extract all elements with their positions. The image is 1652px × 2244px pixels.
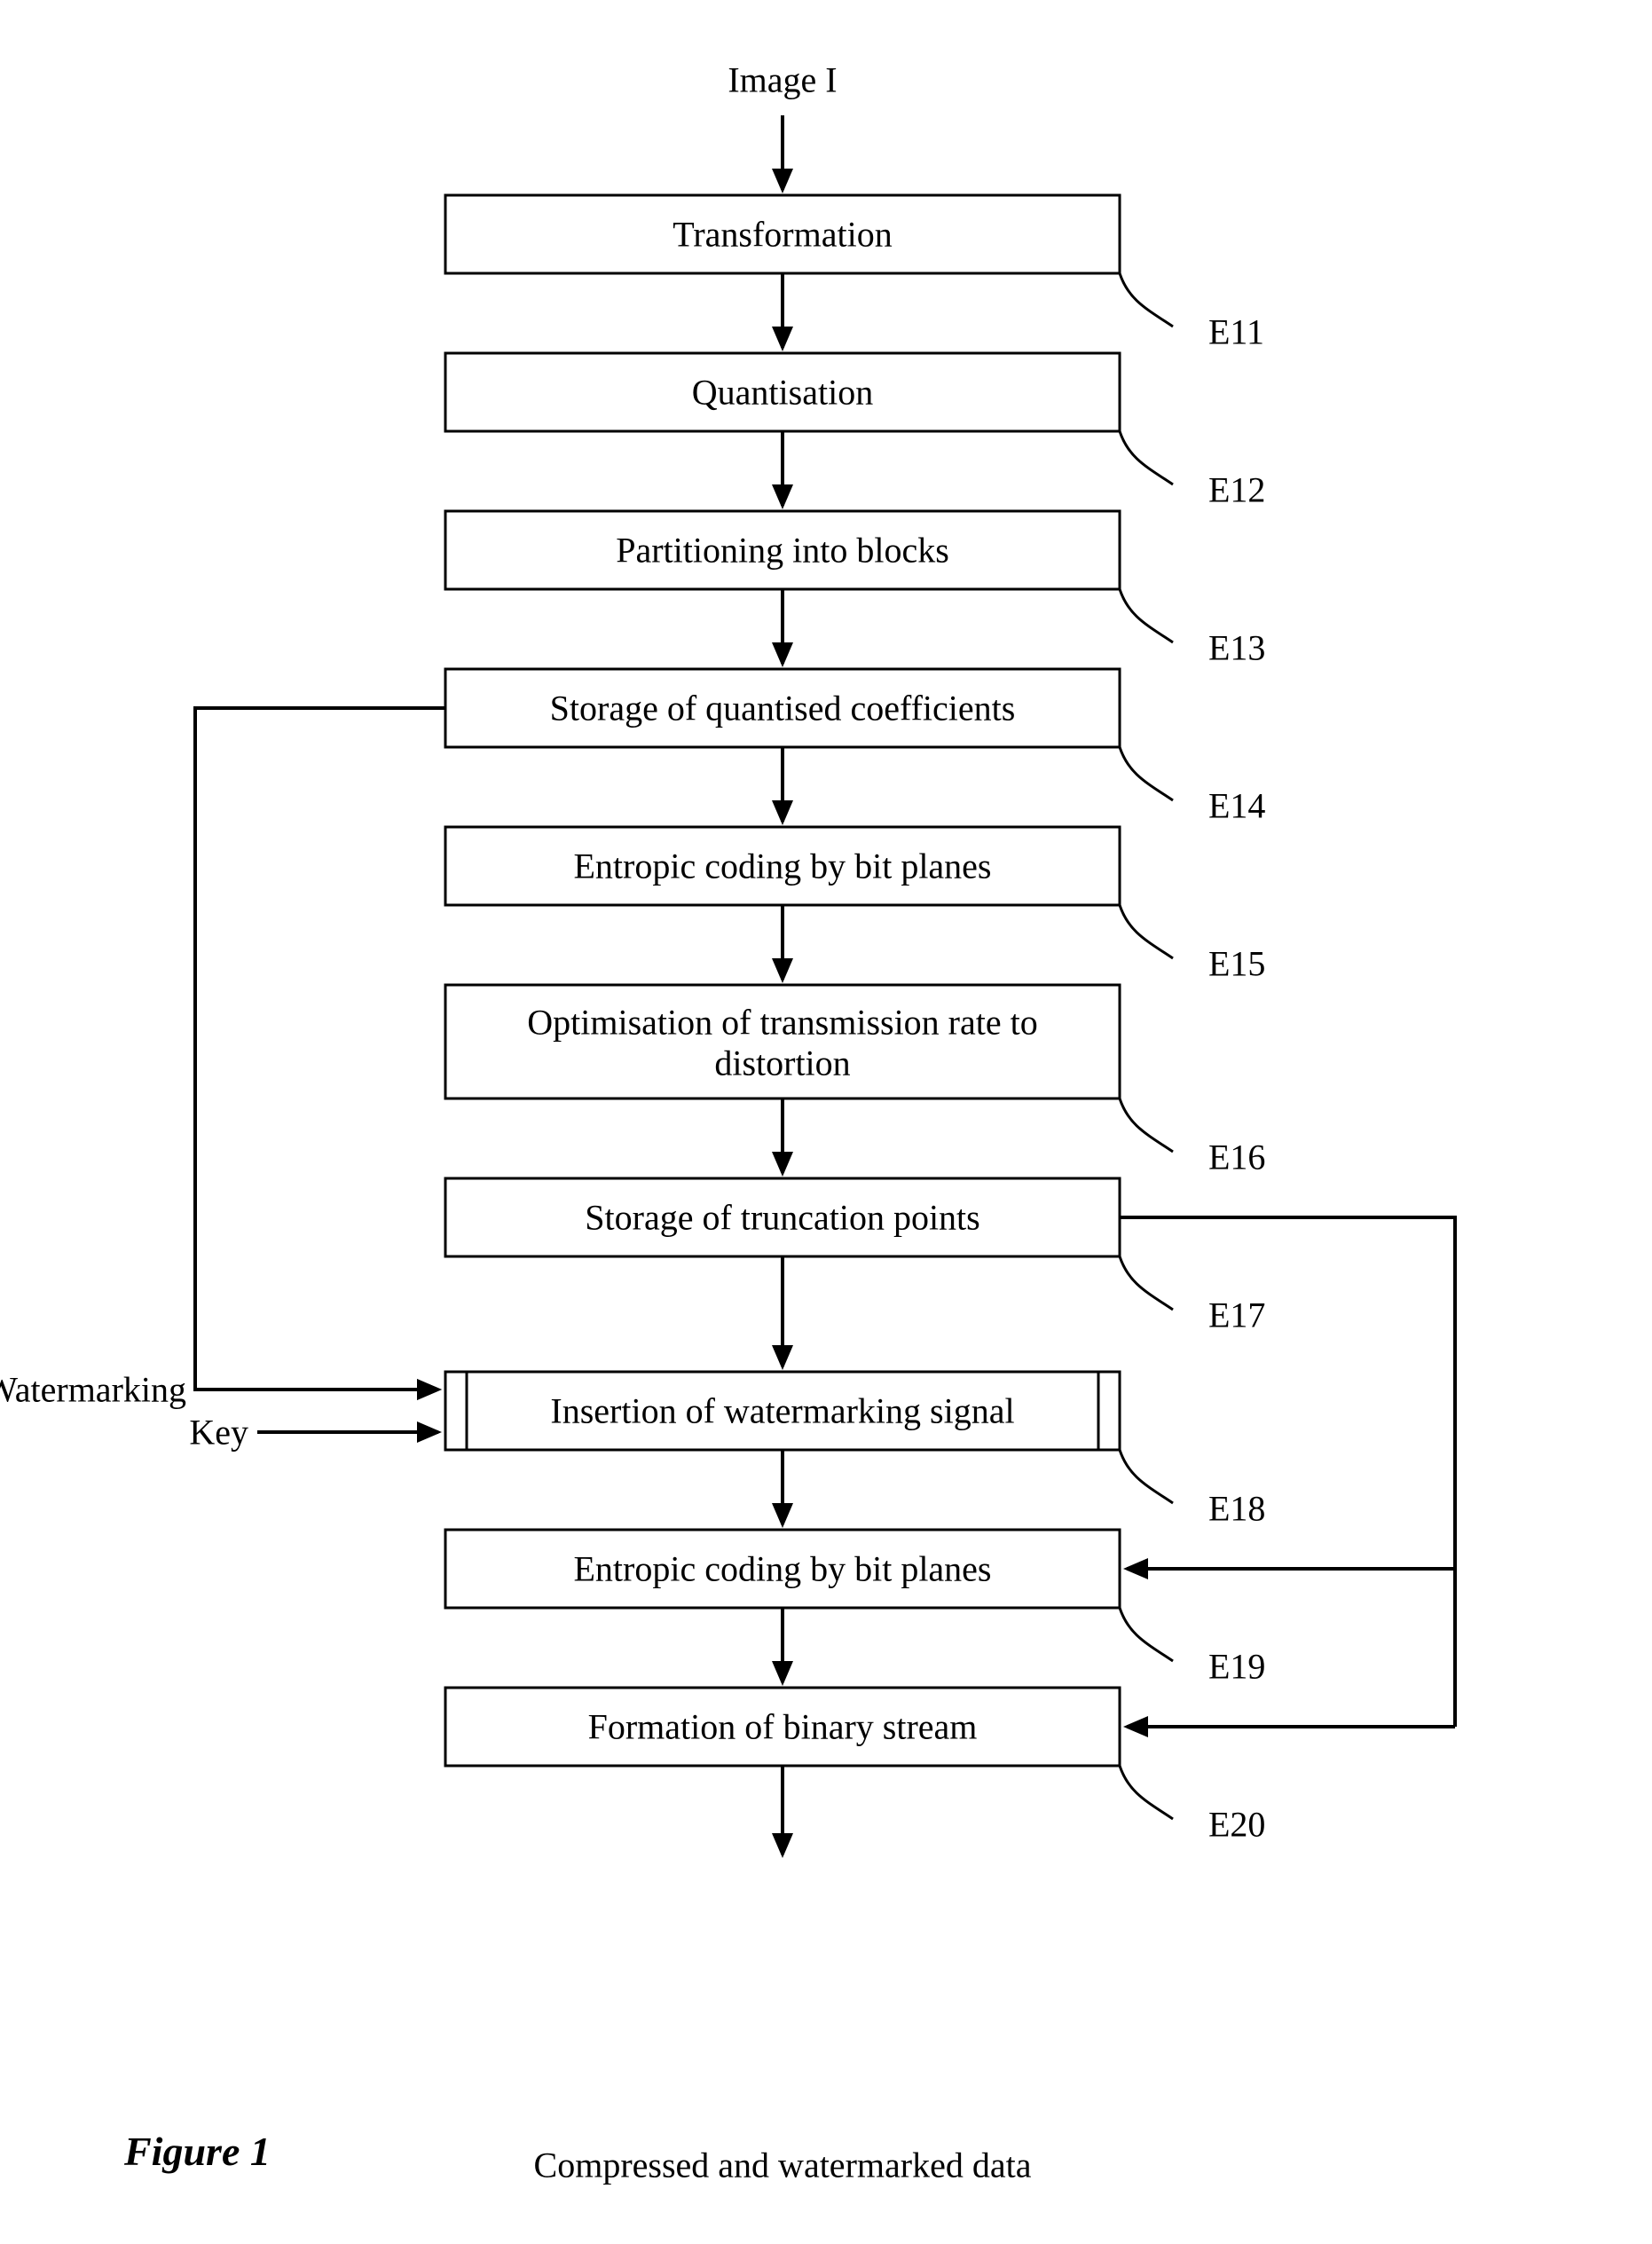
tag-curve-E13 — [1120, 589, 1173, 642]
tag-label-E15: E15 — [1208, 944, 1265, 984]
box-E18-text: Insertion of watermarking signal — [550, 1391, 1014, 1431]
tag-curve-E20 — [1120, 1766, 1173, 1819]
tag-curve-E14 — [1120, 747, 1173, 800]
tag-label-E12: E12 — [1208, 470, 1265, 510]
flowchart-diagram: Image I Transformation E11 Quantisation E12 P… — [0, 0, 1652, 2244]
tag-curve-E19 — [1120, 1608, 1173, 1661]
key-label: Key — [189, 1413, 248, 1453]
box-E16-text-2: distortion — [714, 1043, 850, 1083]
box-E20-text: Formation of binary stream — [588, 1707, 978, 1747]
tag-label-E17: E17 — [1208, 1295, 1265, 1335]
box-E13-text: Partitioning into blocks — [616, 531, 949, 571]
feedback-E14-E18 — [195, 708, 445, 1390]
tag-label-E20: E20 — [1208, 1805, 1265, 1845]
output-label: Compressed and watermarked data — [534, 2146, 1032, 2185]
box-E11-text: Transformation — [673, 215, 892, 255]
tag-curve-E15 — [1120, 905, 1173, 958]
box-E19-text: Entropic coding by bit planes — [573, 1549, 991, 1589]
tag-label-E11: E11 — [1208, 312, 1264, 352]
box-E16-text: Optimisation of transmission rate to — [527, 1003, 1038, 1043]
tag-curve-E16 — [1120, 1098, 1173, 1152]
input-label: Image I — [728, 60, 837, 100]
tag-curve-E18 — [1120, 1450, 1173, 1503]
tag-curve-E17 — [1120, 1256, 1173, 1310]
box-E15-text: Entropic coding by bit planes — [573, 846, 991, 886]
tag-label-E14: E14 — [1208, 786, 1265, 826]
tag-curve-E11 — [1120, 273, 1173, 327]
tag-label-E13: E13 — [1208, 628, 1265, 668]
box-E17-text: Storage of truncation points — [585, 1198, 979, 1238]
watermarking-label: Watermarking — [0, 1370, 186, 1410]
tag-label-E19: E19 — [1208, 1647, 1265, 1687]
tag-curve-E12 — [1120, 431, 1173, 484]
tag-label-E18: E18 — [1208, 1489, 1265, 1529]
figure-caption: Figure 1 — [123, 2129, 271, 2174]
tag-label-E16: E16 — [1208, 1138, 1265, 1177]
box-E14-text: Storage of quantised coefficients — [550, 689, 1016, 728]
box-E12-text: Quantisation — [692, 373, 873, 413]
feedback-trunk-E17 — [1120, 1217, 1455, 1727]
